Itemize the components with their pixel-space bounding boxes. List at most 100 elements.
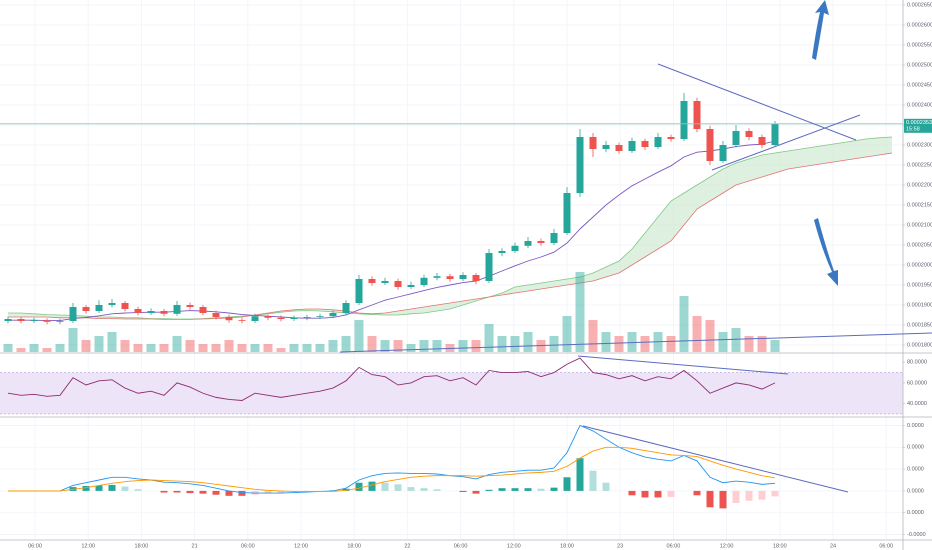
candle-body xyxy=(693,101,701,129)
macd-histogram-bar xyxy=(524,488,532,491)
macd-histogram-bar xyxy=(160,490,168,493)
candle-body xyxy=(433,276,441,278)
volume-bar xyxy=(341,336,351,352)
volume-bar xyxy=(159,344,169,352)
macd-histogram-bar xyxy=(381,482,389,491)
y-tick-label: 0.0002100 xyxy=(907,222,932,228)
macd-histogram-bar xyxy=(186,490,194,494)
volume-bar xyxy=(770,340,780,352)
volume-bar xyxy=(276,348,286,352)
candle-body xyxy=(303,317,311,318)
candle-body xyxy=(420,277,428,285)
arrow-up xyxy=(812,0,829,60)
x-tick-label: 06:00 xyxy=(879,543,893,549)
y-tick-label: 80.0000 xyxy=(907,360,927,366)
macd-histogram-bar xyxy=(667,490,675,497)
macd-histogram-bar xyxy=(511,488,519,491)
countdown: 15:58 xyxy=(906,126,920,132)
volume-bar xyxy=(614,336,624,352)
macd-histogram-bar xyxy=(355,482,363,491)
y-tick-label: 0.0000 xyxy=(907,488,924,494)
candle-body xyxy=(69,307,77,321)
volume-bar xyxy=(237,344,247,352)
candle-body xyxy=(121,303,129,309)
volume-bar xyxy=(523,332,533,352)
candle-body xyxy=(381,281,389,283)
volume-bar xyxy=(666,336,676,352)
candle-body xyxy=(30,320,38,321)
candle-body xyxy=(43,320,51,322)
x-tick-label: 22 xyxy=(404,543,410,549)
volume-bar xyxy=(250,344,260,352)
y-tick-label: 0.0002600 xyxy=(907,22,932,28)
macd-histogram-bar xyxy=(368,481,376,491)
candle-body xyxy=(511,245,519,251)
volume-bar xyxy=(94,336,104,352)
volume-bar xyxy=(380,340,390,352)
x-tick-label: 21 xyxy=(192,543,198,549)
y-tick-label: 0.0002250 xyxy=(907,162,932,168)
macd-histogram-bar xyxy=(82,486,90,491)
macd-histogram-bar xyxy=(134,489,142,491)
volume-bar xyxy=(263,344,273,352)
macd-histogram-bar xyxy=(628,490,636,496)
y-tick-label: 60.0000 xyxy=(907,380,927,386)
macd-histogram-bar xyxy=(576,458,584,491)
candle-body xyxy=(485,253,493,281)
rsi-line xyxy=(7,357,776,401)
candle-body xyxy=(225,317,233,321)
x-tick-label: 06:00 xyxy=(454,543,468,549)
volume-bar xyxy=(289,344,299,352)
candle-body xyxy=(17,319,25,321)
volume-bar xyxy=(3,344,13,352)
candle-body xyxy=(628,141,636,151)
volume-bar xyxy=(55,344,65,352)
macd-histogram-bar xyxy=(238,490,246,496)
signal-line xyxy=(8,446,776,492)
volume-bar xyxy=(627,332,637,352)
y-tick-label: 0.0002650 xyxy=(907,2,932,8)
y-tick-label: 0.0000 xyxy=(907,510,924,516)
candle-body xyxy=(498,251,506,253)
macd-histogram-bar xyxy=(537,488,545,491)
y-tick-label: 0.0002450 xyxy=(907,82,932,88)
candle-body xyxy=(160,311,168,314)
volume-bar xyxy=(575,272,585,352)
volume-bar xyxy=(692,316,702,352)
macd-histogram-bar xyxy=(498,488,506,491)
volume-bar xyxy=(211,344,221,352)
y-tick-label: 0.0002400 xyxy=(907,102,932,108)
macd-histogram-bar xyxy=(641,490,649,498)
volume-bar xyxy=(484,324,494,352)
candle-body xyxy=(446,276,454,279)
candle-body xyxy=(199,307,207,313)
candle-body xyxy=(212,313,220,317)
candle-body xyxy=(277,317,285,319)
volume-bar xyxy=(731,328,741,352)
x-tick-label: 12:00 xyxy=(507,543,521,549)
candle-body xyxy=(524,241,532,246)
volume-bar xyxy=(302,344,312,352)
volume-bar xyxy=(107,332,117,352)
candle-body xyxy=(641,141,649,147)
y-tick-label: 0.0002150 xyxy=(907,202,932,208)
candle-body xyxy=(95,305,103,311)
candle-body xyxy=(602,145,610,149)
macd-histogram-bar xyxy=(212,490,220,495)
volume-bar xyxy=(640,336,650,352)
volume-bar xyxy=(185,340,195,352)
volume-bar xyxy=(367,336,377,352)
macd-histogram-bar xyxy=(693,490,701,496)
macd-histogram-bar xyxy=(277,490,285,494)
volume-bar xyxy=(198,344,208,352)
y-tick-label: 0.0002550 xyxy=(907,42,932,48)
candle-body xyxy=(576,137,584,193)
cloud-span-b xyxy=(8,152,893,320)
y-tick-label: 0.0002500 xyxy=(907,62,932,68)
volume-bar xyxy=(81,340,91,352)
macd-line xyxy=(8,424,776,494)
volume-bar xyxy=(458,340,468,352)
volume-bar xyxy=(744,336,754,352)
volume-bar xyxy=(146,344,156,352)
